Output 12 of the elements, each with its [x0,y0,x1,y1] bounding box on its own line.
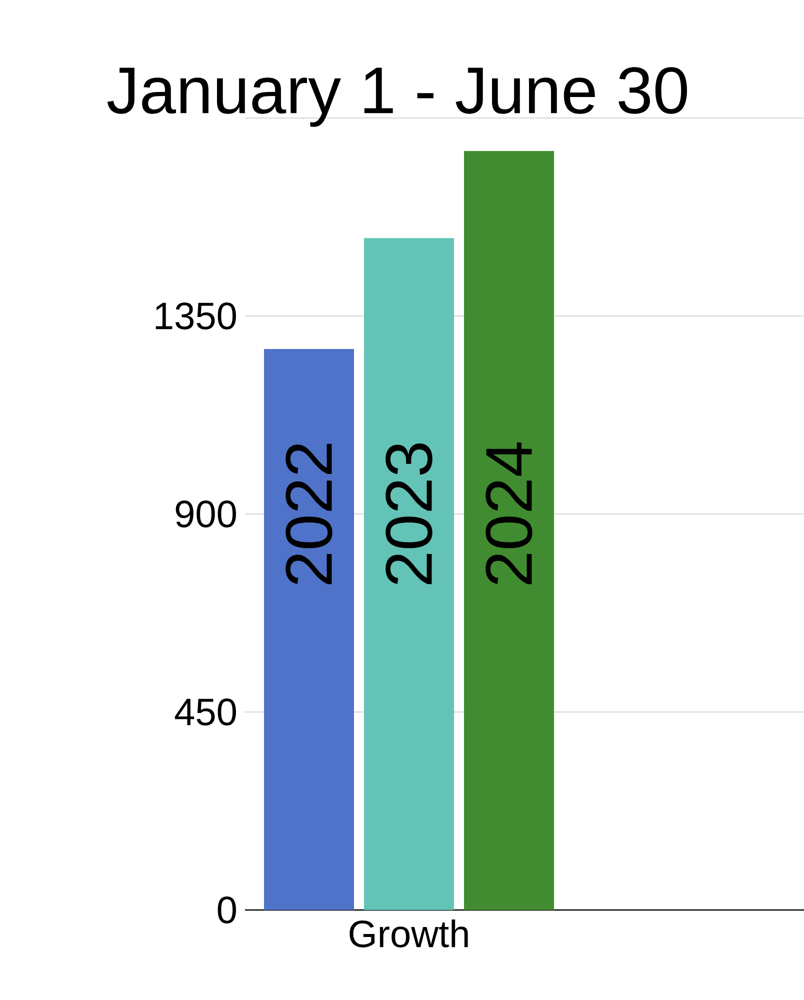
y-tick-label: 0 [218,896,236,924]
x-tick-label: Growth [350,920,468,948]
series-label: 2023 [386,444,432,584]
y-tick-label: 450 [174,698,236,726]
series-label: 2024 [486,442,532,584]
bar [364,238,454,910]
y-tick-label: 1350 [156,302,236,330]
bar [464,150,554,910]
y-tick-label: 900 [176,500,236,528]
bar [264,348,354,910]
series-label: 2022 [286,444,332,584]
chart-title: January 1 - June 30 [107,67,687,127]
